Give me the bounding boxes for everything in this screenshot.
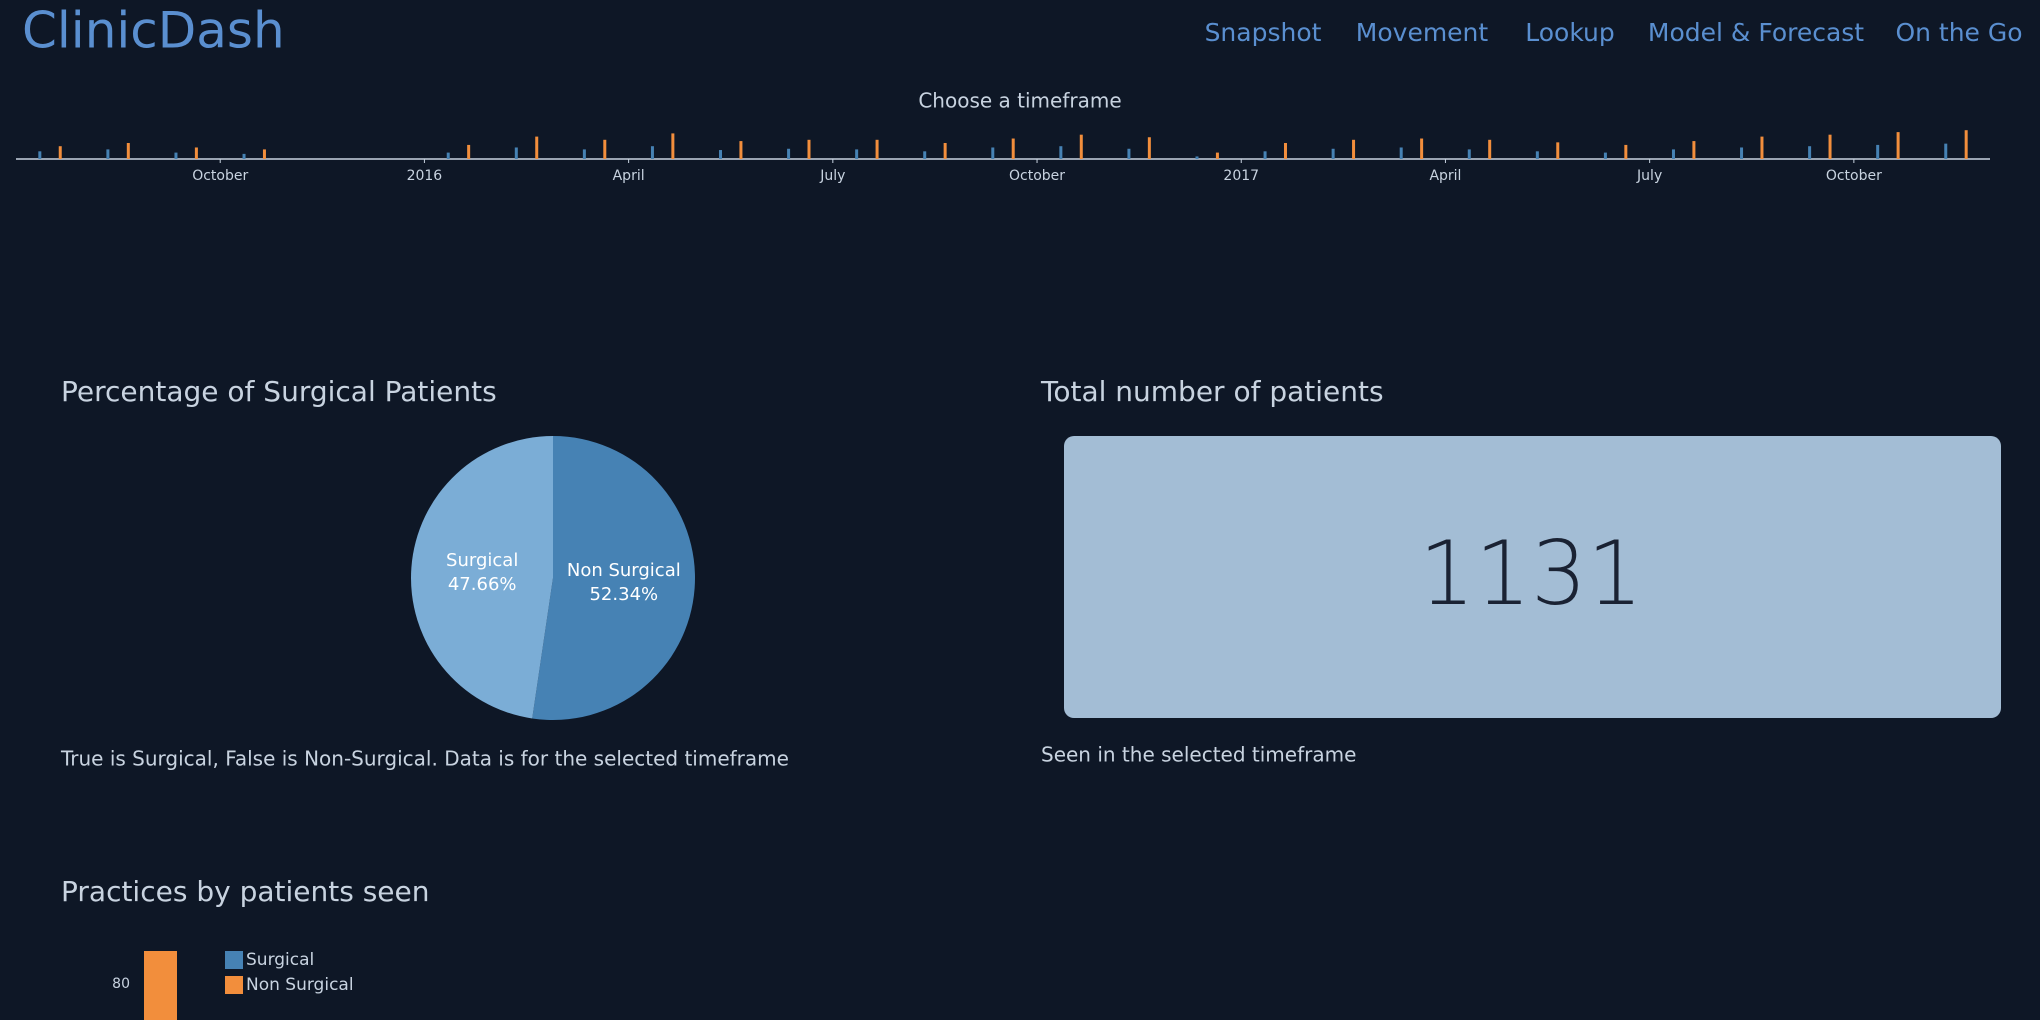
slice-label: Non Surgical — [567, 560, 681, 581]
timeline-bar — [1263, 151, 1267, 159]
timeline-bar — [671, 133, 675, 159]
timeline-bar — [875, 139, 879, 159]
timeline-bar — [603, 139, 607, 159]
timeline-bar — [1944, 143, 1948, 159]
timeframe-label: Choose a timeframe — [918, 89, 1121, 113]
legend-swatch — [225, 976, 243, 994]
timeline-bar — [1079, 134, 1083, 159]
timeline-bar — [1556, 142, 1560, 159]
timeline-bar — [446, 152, 450, 159]
timeline-bar — [719, 150, 723, 159]
x-tick-label: October — [192, 168, 248, 184]
timeline-bar — [787, 148, 791, 159]
y-tick-label: 80 — [112, 976, 130, 992]
timeline-bar — [1808, 146, 1812, 159]
legend-label: Surgical — [246, 950, 314, 970]
timeline-bar — [1828, 134, 1832, 159]
timeline-bar — [242, 153, 246, 159]
timeline-bar — [1352, 139, 1356, 159]
timeline-bar — [943, 143, 947, 159]
timeline-bar — [514, 147, 518, 159]
timeline-bar — [1127, 148, 1131, 159]
timeline-bar — [126, 143, 130, 159]
timeline-bar — [1331, 148, 1335, 159]
x-tick-label: October — [1826, 168, 1882, 184]
x-tick-label: April — [1429, 168, 1461, 184]
slice-value: 47.66% — [448, 574, 517, 595]
timeline-bar — [1283, 143, 1287, 159]
x-tick-label: 2016 — [407, 168, 443, 184]
total-value: 1131 — [1419, 522, 1643, 625]
timeline-bar — [38, 151, 42, 159]
timeline-bar — [1467, 149, 1471, 159]
section-title: Percentage of Surgical Patients — [61, 375, 497, 408]
pie-slice — [532, 436, 696, 720]
slice-value: 52.34% — [589, 584, 658, 605]
timeline-bar — [1760, 136, 1764, 159]
timeline-bar — [1011, 138, 1015, 159]
timeline-bar — [1535, 151, 1539, 159]
timeline-bar — [1147, 137, 1151, 159]
timeline-bar — [1692, 141, 1696, 159]
timeline-bar — [807, 139, 811, 159]
timeline-bar — [1399, 147, 1403, 159]
total-card — [1064, 436, 2001, 718]
timeline-bar — [1671, 149, 1675, 159]
timeline-bar — [1876, 144, 1880, 159]
legend-label: Non Surgical — [246, 975, 354, 995]
timeline-bar — [923, 151, 927, 159]
timeline-bar — [58, 146, 62, 159]
bar — [144, 951, 177, 1020]
slice-label: Surgical — [446, 550, 518, 571]
nav-link[interactable]: On the Go — [1895, 18, 2022, 47]
timeline-bar — [1488, 139, 1492, 159]
x-tick-label: April — [613, 168, 645, 184]
timeline-bar — [855, 149, 859, 159]
timeline-bar — [1215, 152, 1219, 159]
pie-caption: True is Surgical, False is Non-Surgical.… — [60, 747, 789, 771]
timeline-bar — [106, 149, 110, 159]
timeline-bar — [1740, 147, 1744, 159]
pie-slice — [411, 436, 553, 719]
section-title: Total number of patients — [1040, 375, 1384, 408]
timeline-bar — [174, 152, 178, 159]
timeline-bar — [1059, 146, 1063, 159]
timeline-bar — [1195, 156, 1199, 159]
nav-link[interactable]: Snapshot — [1205, 18, 1322, 47]
legend-swatch — [225, 951, 243, 969]
timeline-bar — [582, 149, 586, 159]
x-tick-label: July — [819, 168, 845, 184]
timeline-bar — [535, 136, 539, 159]
x-tick-label: July — [1636, 168, 1662, 184]
timeline-bar — [1896, 132, 1900, 159]
nav-link[interactable]: Lookup — [1525, 18, 1615, 47]
nav-link[interactable]: Movement — [1356, 18, 1489, 47]
timeline-bar — [262, 149, 266, 159]
timeline-bar — [991, 147, 995, 159]
total-caption: Seen in the selected timeframe — [1041, 743, 1356, 767]
timeline-bar — [1603, 152, 1607, 159]
app-title: ClinicDash — [22, 2, 285, 60]
timeline-bar — [194, 147, 198, 159]
timeline-bar — [467, 144, 471, 159]
timeline-bar — [1420, 138, 1424, 159]
timeline-bar — [650, 146, 654, 159]
timeline-bar — [1624, 144, 1628, 159]
timeline-bar — [1964, 130, 1968, 159]
timeline-bar — [739, 141, 743, 159]
nav-link[interactable]: Model & Forecast — [1648, 18, 1864, 47]
section-title: Practices by patients seen — [61, 875, 429, 908]
x-tick-label: 2017 — [1223, 168, 1259, 184]
x-tick-label: October — [1009, 168, 1065, 184]
